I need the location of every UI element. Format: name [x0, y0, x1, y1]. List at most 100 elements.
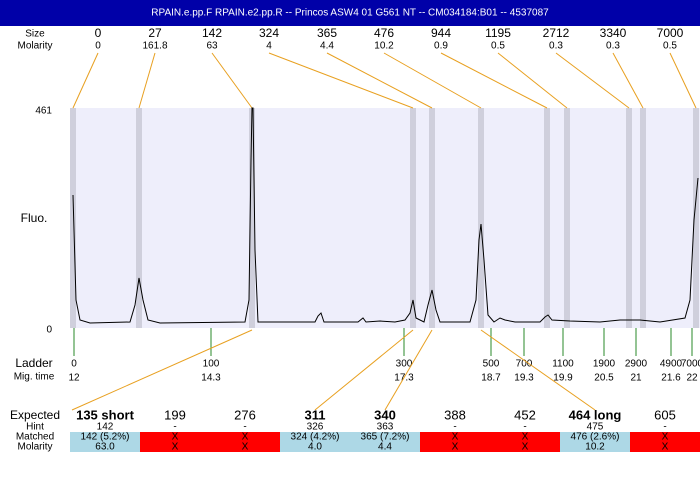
size-value: 476 — [374, 26, 394, 40]
peak-band — [478, 108, 484, 328]
match-cell — [420, 432, 490, 452]
match-cell — [560, 432, 630, 452]
peak-band — [136, 108, 142, 328]
ladder-time: 22 — [686, 373, 698, 384]
connector — [497, 52, 568, 109]
match-connector — [384, 329, 433, 411]
connector — [326, 52, 433, 109]
connector — [72, 52, 99, 109]
expected-value: 388 — [444, 407, 466, 422]
ladder-time: 12 — [68, 373, 80, 384]
molarity-match: X — [662, 442, 669, 453]
size-value: 142 — [202, 26, 222, 40]
ladder-size: 7000 — [681, 359, 700, 370]
expected-value: 464 long — [569, 407, 622, 422]
connector — [669, 52, 697, 109]
row-label: Expected — [10, 408, 60, 422]
molarity-label: Molarity — [17, 41, 52, 52]
molarity-value: 10.2 — [374, 41, 394, 52]
connector — [383, 52, 482, 109]
hint-value: 326 — [307, 422, 324, 433]
matched-value: 476 (2.6%) — [571, 432, 620, 443]
matched-value: X — [522, 432, 529, 443]
match-cell — [280, 432, 350, 452]
match-cell — [630, 432, 700, 452]
matched-value: 365 (7.2%) — [361, 432, 410, 443]
connector — [211, 52, 253, 109]
molarity-match: X — [172, 442, 179, 453]
molarity-match: 63.0 — [95, 442, 115, 453]
hint-value: - — [453, 422, 456, 433]
ladder-time: 14.3 — [201, 373, 221, 384]
match-cell — [210, 432, 280, 452]
peak-band — [544, 108, 550, 328]
trace — [72, 107, 699, 324]
ladder-size: 0 — [71, 359, 77, 370]
matched-value: 142 (5.2%) — [81, 432, 130, 443]
size-label: Size — [25, 29, 45, 40]
matched-value: X — [172, 432, 179, 443]
molarity-value: 0.5 — [491, 41, 505, 52]
matched-value: X — [452, 432, 459, 443]
y-max: 461 — [35, 106, 52, 117]
connector — [268, 52, 414, 109]
size-value: 365 — [317, 26, 337, 40]
ladder-time: 18.7 — [481, 373, 501, 384]
ladder-size: 700 — [516, 359, 533, 370]
molarity-value: 63 — [206, 41, 218, 52]
matched-value: X — [242, 432, 249, 443]
size-value: 3340 — [600, 26, 627, 40]
peak-band — [564, 108, 570, 328]
match-cell — [490, 432, 560, 452]
ladder-label: Ladder — [15, 356, 52, 370]
molarity-value: 0.3 — [606, 41, 620, 52]
size-value: 2712 — [543, 26, 570, 40]
ladder-size: 1100 — [552, 359, 574, 370]
mig-time-label: Mig. time — [14, 372, 55, 383]
hint-value: - — [523, 422, 526, 433]
expected-value: 311 — [305, 407, 326, 422]
ladder-size: 4900 — [660, 359, 683, 370]
title-bar — [0, 0, 700, 26]
hint-value: - — [243, 422, 246, 433]
molarity-match: X — [452, 442, 459, 453]
hint-value: 363 — [377, 422, 394, 433]
molarity-value: 4.4 — [320, 41, 334, 52]
ladder-size: 500 — [483, 359, 500, 370]
peak-band — [626, 108, 632, 328]
peak-band — [640, 108, 646, 328]
row-label: Hint — [26, 422, 44, 433]
plot-area — [70, 108, 700, 328]
size-value: 324 — [259, 26, 279, 40]
match-connector — [71, 329, 253, 411]
connector — [138, 52, 156, 109]
molarity-value: 0.5 — [663, 41, 677, 52]
size-value: 1195 — [485, 26, 511, 40]
expected-value: 199 — [164, 407, 186, 422]
hint-value: 475 — [587, 422, 604, 433]
peak-band — [693, 108, 699, 328]
title: RPAIN.e.pp.F RPAIN.e2.pp.R -- Princos AS… — [151, 8, 549, 19]
match-connector — [314, 329, 414, 411]
molarity-match: 4.4 — [378, 442, 392, 453]
ladder-time: 21 — [630, 373, 642, 384]
row-label: Molarity — [17, 442, 52, 453]
expected-value: 452 — [514, 407, 536, 422]
match-connector — [480, 329, 596, 411]
y-label: Fluo. — [21, 211, 48, 225]
expected-value: 276 — [234, 407, 256, 422]
molarity-value: 0 — [95, 41, 101, 52]
size-value: 7000 — [657, 26, 684, 40]
ladder-time: 19.9 — [553, 373, 573, 384]
peak-band — [70, 108, 76, 328]
peak-band — [429, 108, 435, 328]
matched-value: 324 (4.2%) — [291, 432, 340, 443]
ladder-size: 300 — [396, 359, 413, 370]
ladder-time: 21.6 — [661, 373, 681, 384]
connector — [440, 52, 548, 109]
size-value: 27 — [148, 26, 162, 40]
molarity-match: 4.0 — [308, 442, 322, 453]
y-min: 0 — [46, 325, 52, 336]
molarity-value: 0.3 — [549, 41, 563, 52]
